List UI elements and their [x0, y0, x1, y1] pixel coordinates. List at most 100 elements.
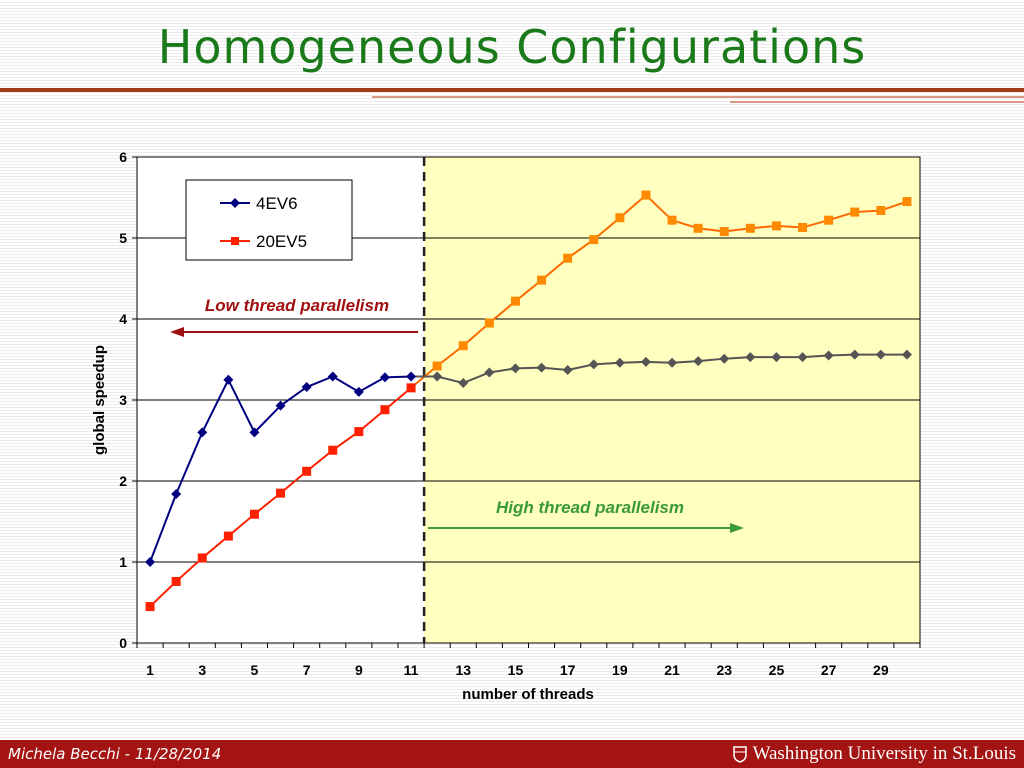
- x-tick-label: 29: [873, 662, 889, 678]
- y-tick-label: 3: [119, 392, 127, 408]
- x-tick-label: 13: [455, 662, 471, 678]
- data-point-20EV5: [719, 227, 729, 237]
- x-tick-label: 19: [612, 662, 628, 678]
- legend-marker-4EV6: [230, 198, 240, 208]
- legend-label-20EV5: 20EV5: [256, 232, 307, 251]
- data-point-20EV5: [615, 213, 625, 223]
- x-tick-label: 27: [821, 662, 837, 678]
- data-point-4EV6: [536, 362, 547, 373]
- data-point-20EV5: [328, 445, 338, 455]
- data-point-4EV6: [353, 386, 364, 397]
- series-segment-4EV6: [358, 376, 386, 393]
- x-tick-labels: 1 3 5 7 9 11 13 15 17 19 21 23 25 27 29: [146, 662, 889, 678]
- series-segment-4EV6: [201, 379, 230, 433]
- x-tick-label: 23: [716, 662, 732, 678]
- series-segment-4EV6: [332, 375, 360, 393]
- title-rule-accent: [372, 96, 1024, 98]
- shield-icon: [732, 745, 747, 763]
- data-point-4EV6: [771, 352, 782, 363]
- legend-label-4EV6: 4EV6: [256, 194, 298, 213]
- legend-marker-20EV5: [231, 237, 239, 245]
- data-point-4EV6: [406, 371, 417, 382]
- data-point-20EV5: [693, 223, 703, 233]
- data-point-4EV6: [640, 356, 651, 367]
- x-axis-label: number of threads: [462, 686, 594, 703]
- data-point-4EV6: [432, 371, 443, 382]
- data-point-4EV6: [901, 349, 912, 360]
- series-segment-4EV6: [149, 493, 178, 563]
- y-tick-labels: 0 1 2 3 4 5 6: [119, 149, 127, 651]
- series-segment-4EV6: [567, 363, 594, 372]
- data-point-4EV6: [249, 427, 260, 438]
- data-point-4EV6: [562, 365, 573, 376]
- series-segment-4EV6: [306, 375, 334, 388]
- data-point-4EV6: [667, 357, 678, 368]
- data-point-20EV5: [197, 553, 207, 563]
- data-point-4EV6: [275, 400, 286, 411]
- y-axis-label: global speedup: [91, 345, 108, 455]
- y-tick-label: 4: [119, 311, 127, 327]
- x-tick-label: 7: [303, 662, 311, 678]
- data-point-4EV6: [379, 372, 390, 383]
- data-point-20EV5: [902, 197, 912, 207]
- data-point-20EV5: [798, 222, 808, 232]
- y-tick-label: 1: [119, 554, 127, 570]
- data-point-4EV6: [797, 352, 808, 363]
- series-segment-4EV6: [462, 371, 490, 384]
- legend-box: [185, 179, 353, 261]
- y-tick-label: 0: [119, 635, 127, 651]
- data-point-20EV5: [850, 207, 860, 217]
- y-tick-label: 6: [119, 149, 127, 165]
- series-segment-4EV6: [436, 375, 464, 384]
- gridlines: [137, 156, 920, 563]
- x-tick-label: 3: [198, 662, 206, 678]
- data-point-20EV5: [223, 531, 233, 541]
- data-point-20EV5: [641, 190, 651, 200]
- data-point-4EV6: [823, 350, 834, 361]
- x-tick-label: 25: [769, 662, 785, 678]
- data-point-4EV6: [301, 382, 312, 393]
- x-tick-label: 11: [404, 662, 419, 678]
- data-point-20EV5: [537, 275, 547, 285]
- data-point-4EV6: [745, 352, 756, 363]
- x-tick-label: 9: [355, 662, 363, 678]
- data-point-20EV5: [406, 383, 416, 393]
- x-tick-label: 17: [560, 662, 576, 678]
- data-point-4EV6: [875, 349, 886, 360]
- high-parallelism-annotation: High thread parallelism: [428, 498, 744, 533]
- data-point-20EV5: [771, 221, 781, 231]
- data-point-20EV5: [667, 215, 677, 225]
- slide-title: Homogeneous Configurations: [157, 20, 867, 74]
- footer-author: Michela Becchi - 11/28/2014: [8, 745, 222, 763]
- data-point-4EV6: [458, 377, 469, 388]
- data-point-20EV5: [484, 318, 494, 328]
- data-point-4EV6: [145, 557, 156, 567]
- data-point-20EV5: [824, 215, 834, 225]
- data-point-20EV5: [380, 405, 390, 415]
- low-parallelism-label: Low thread parallelism: [205, 296, 389, 315]
- y-tick-label: 2: [119, 473, 127, 489]
- data-point-4EV6: [693, 356, 704, 367]
- title-rule: [0, 88, 1024, 92]
- data-point-4EV6: [197, 427, 208, 438]
- data-point-20EV5: [249, 509, 259, 519]
- left-arrow-icon: [170, 327, 184, 337]
- data-point-20EV5: [458, 341, 468, 351]
- x-tick-label: 15: [508, 662, 524, 678]
- data-point-20EV5: [876, 205, 886, 215]
- data-point-4EV6: [223, 374, 234, 385]
- series-20EV5: [145, 190, 912, 612]
- data-point-20EV5: [745, 223, 755, 233]
- data-point-4EV6: [510, 363, 521, 374]
- data-point-4EV6: [327, 371, 338, 382]
- high-parallelism-label: High thread parallelism: [496, 498, 684, 517]
- data-point-20EV5: [171, 576, 181, 586]
- axes: [132, 156, 921, 648]
- data-point-20EV5: [354, 427, 364, 437]
- data-point-20EV5: [145, 602, 155, 612]
- series-4EV6: [145, 349, 912, 567]
- x-tick-label: 21: [664, 662, 680, 678]
- university-name: Washington University in St.Louis: [752, 743, 1016, 764]
- data-point-20EV5: [510, 296, 520, 306]
